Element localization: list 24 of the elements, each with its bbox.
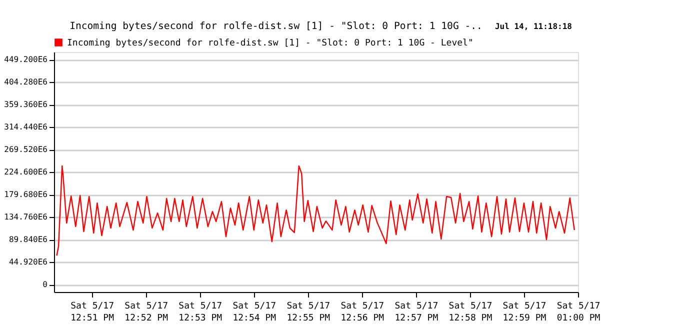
x-tick-label: Sat 5/17 12:54 PM (232, 302, 277, 324)
chart-title: Incoming bytes/second for rolfe-dist.sw [1] - "Slot: 0 Port: 1 10G -.. (70, 21, 482, 32)
y-tick-label: 359.360E6 (4, 100, 48, 110)
y-tick-label: 404.280E6 (4, 78, 48, 87)
y-tick-label: 89.840E6 (8, 235, 48, 244)
x-tick-label: Sat 5/17 12:55 PM (286, 302, 331, 324)
x-tick-label: Sat 5/17 12:57 PM (394, 302, 439, 324)
y-tick-label: 314.440E6 (4, 122, 48, 132)
y-tick-label: 44.920E6 (8, 258, 48, 267)
text: Jul 14, 11:18:18 (494, 22, 572, 31)
x-tick-label: Sat 5/17 12:51 PM (70, 302, 115, 324)
y-tick-label: 0 (42, 280, 48, 290)
y-tick-label: 269.520E6 (4, 145, 48, 154)
x-tick-label: Sat 5/17 12:53 PM (178, 302, 223, 324)
x-tick-label: Sat 5/17 01:00 PM (556, 302, 601, 324)
legend-label: Incoming bytes/second for rolfe-dist.sw [1] - "Slot: 0 Port: 1 10G - Level" (67, 38, 474, 48)
x-tick-label: Sat 5/17 12:56 PM (340, 302, 385, 324)
y-tick-label: 134.760E6 (4, 212, 48, 222)
x-tick-label: Sat 5/17 12:59 PM (502, 302, 547, 324)
y-tick-label: 179.680E6 (4, 190, 48, 200)
y-tick-label: 224.600E6 (4, 168, 48, 177)
x-tick-label: Sat 5/17 12:58 PM (448, 302, 493, 324)
x-tick-label: Sat 5/17 12:52 PM (124, 302, 169, 324)
y-tick-label: 449.200E6 (4, 55, 48, 64)
